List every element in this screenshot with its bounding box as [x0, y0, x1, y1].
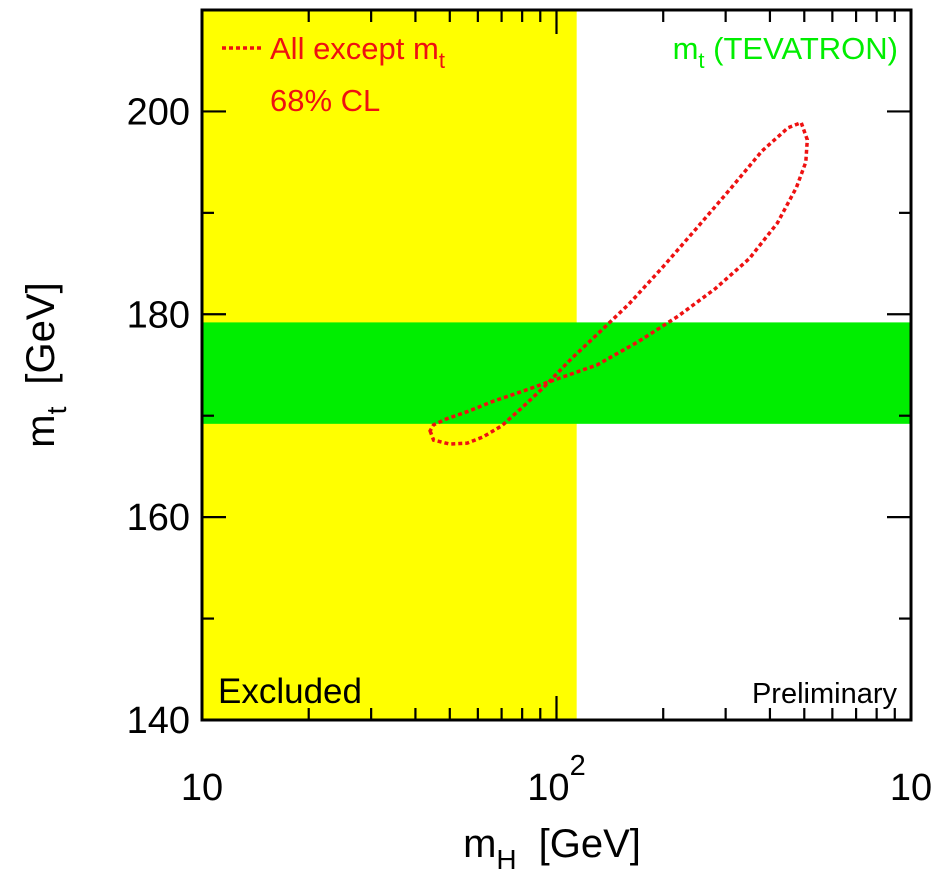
y-tick-label: 140	[127, 700, 190, 742]
y-tick-label: 160	[127, 497, 190, 539]
x-axis-title: mH [GeV]	[463, 822, 641, 875]
y-axis-title: mt[GeV]	[19, 282, 72, 447]
tick-label-layer: 140 160 180 200 10 102 10	[127, 91, 933, 809]
contour-legend-label: All except mt	[270, 31, 445, 73]
contour-cl-label: 68% CL	[270, 83, 380, 118]
y-tick-label: 180	[127, 294, 190, 336]
tick-layer	[200, 8, 911, 722]
y-tick-label: 200	[127, 91, 190, 133]
x-tick-label: 102	[527, 750, 585, 809]
contour-68cl	[428, 120, 810, 446]
tevatron-band	[202, 322, 911, 424]
preliminary-label: Preliminary	[752, 678, 898, 710]
x-tick-label: 10	[181, 767, 223, 809]
region-layer	[202, 10, 911, 720]
band-legend-label: mt (TEVATRON)	[673, 31, 898, 73]
x-tick-label: 10	[890, 767, 932, 809]
excluded-label: Excluded	[218, 672, 362, 711]
